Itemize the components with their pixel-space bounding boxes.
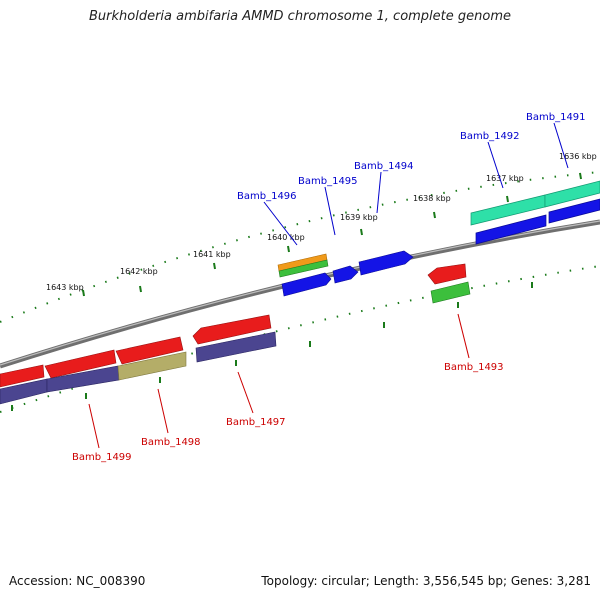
gene-block-olive: [117, 351, 187, 381]
chromosome-backbone: [0, 219, 600, 369]
tick-mark-1636: [579, 172, 582, 180]
tick-label-1636: 1636 kbp: [559, 152, 597, 161]
leader-line-bamb-1499: [88, 403, 100, 449]
gene-label-bamb-1499: Bamb_1499: [72, 452, 132, 463]
gene-label-bamb-1495: Bamb_1495: [298, 176, 358, 187]
gene-block-blue-5: [358, 250, 414, 276]
tick-mark-1643: [82, 289, 85, 297]
leader-line-bamb-1497: [237, 371, 254, 414]
map-title: Burkholderia ambifaria AMMD chromosome 1…: [88, 9, 512, 24]
gene-block-red-2: [0, 364, 45, 388]
topology-text: Topology: circular; Length: 3,556,545 bp…: [261, 574, 591, 588]
accession-text: Accession: NC_008390: [9, 574, 146, 588]
gene-label-bamb-1493: Bamb_1493: [444, 362, 504, 373]
tick-mark-1639: [360, 228, 363, 236]
leader-line-bamb-1495: [324, 186, 336, 236]
gene-block-blue-2: [548, 198, 600, 224]
gene-block-blue-1: [475, 214, 547, 245]
gene-block-teal-2: [544, 180, 600, 208]
gene-label-bamb-1491: Bamb_1491: [526, 112, 586, 123]
tick-label-1640: 1640 kbp: [267, 233, 305, 242]
tick-mark-1638: [433, 211, 436, 219]
leader-line-bamb-1496: [263, 201, 298, 246]
tick-mark-1641: [213, 262, 216, 270]
gene-block-red-1: [427, 263, 467, 285]
tick-label-1642: 1642 kbp: [120, 267, 158, 276]
leader-line-bamb-1494: [376, 171, 382, 214]
gene-block-red-4: [115, 336, 184, 365]
gene-block-green-2: [430, 281, 471, 304]
tick-label-1637: 1637 kbp: [486, 174, 524, 183]
tick-mark-1637: [506, 195, 509, 203]
gene-block-red-3: [44, 349, 117, 379]
outer-ruler: [0, 171, 600, 323]
gene-block-green-1: [278, 259, 329, 278]
gene-label-bamb-1498: Bamb_1498: [141, 437, 201, 448]
gene-block-blue-4: [332, 265, 359, 284]
gene-label-bamb-1496: Bamb_1496: [237, 191, 297, 202]
tick-label-1638: 1638 kbp: [413, 194, 451, 203]
tick-mark-1640: [287, 245, 290, 253]
gene-block-red-5: [192, 314, 272, 345]
gene-label-bamb-1497: Bamb_1497: [226, 417, 286, 428]
leader-line-bamb-1498: [157, 388, 169, 434]
leader-line-bamb-1493: [457, 313, 470, 359]
leader-line-bamb-1492: [487, 141, 504, 189]
tick-label-1639: 1639 kbp: [340, 213, 378, 222]
gene-label-bamb-1494: Bamb_1494: [354, 161, 414, 172]
gene-block-blue-3: [281, 272, 332, 297]
chromosome-backbone-highlight: [0, 220, 600, 366]
gene-label-bamb-1492: Bamb_1492: [460, 131, 520, 142]
gene-block-navy-3: [195, 331, 277, 363]
tick-label-1641: 1641 kbp: [193, 250, 231, 259]
tick-label-1643: 1643 kbp: [46, 283, 84, 292]
tick-mark-1642: [139, 285, 142, 293]
leader-line-bamb-1491: [553, 122, 569, 169]
